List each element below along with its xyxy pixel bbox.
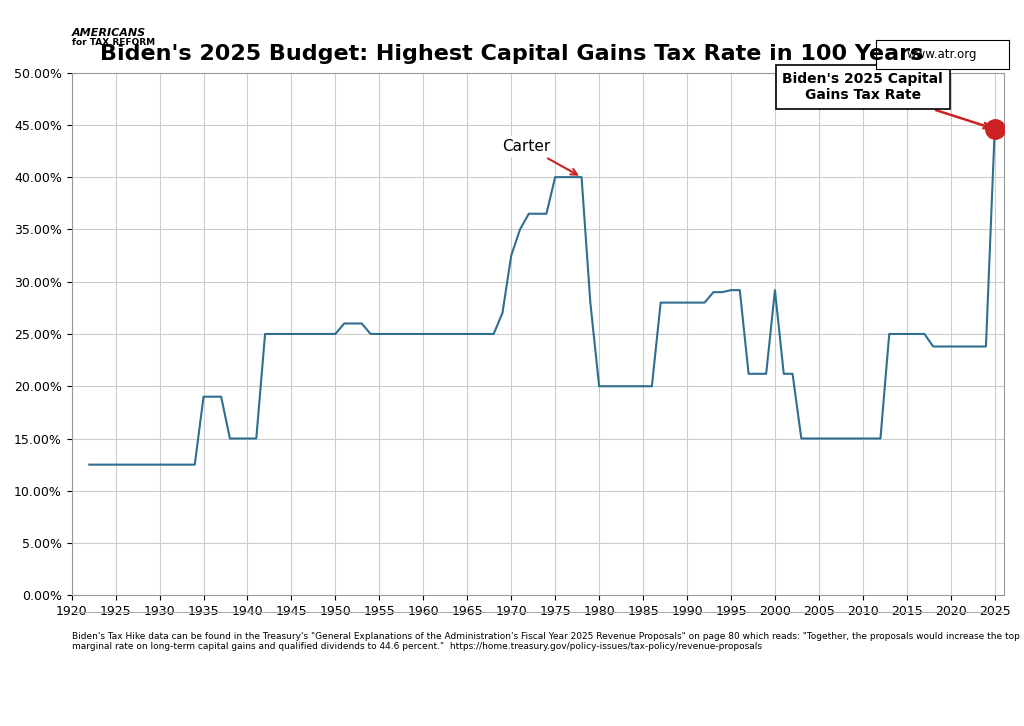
Text: AMERICANS: AMERICANS <box>72 28 145 38</box>
Text: Carter: Carter <box>503 139 578 175</box>
Text: for TAX REFORM: for TAX REFORM <box>72 38 155 46</box>
Text: Biden's 2025 Budget: Highest Capital Gains Tax Rate in 100 Years: Biden's 2025 Budget: Highest Capital Gai… <box>100 44 924 65</box>
Text: Biden's 2025 Capital
Gains Tax Rate: Biden's 2025 Capital Gains Tax Rate <box>782 72 989 129</box>
Text: www.atr.org: www.atr.org <box>907 48 977 61</box>
Text: Biden's Tax Hike data can be found in the Treasury's "General Explanations of th: Biden's Tax Hike data can be found in th… <box>72 632 1020 651</box>
